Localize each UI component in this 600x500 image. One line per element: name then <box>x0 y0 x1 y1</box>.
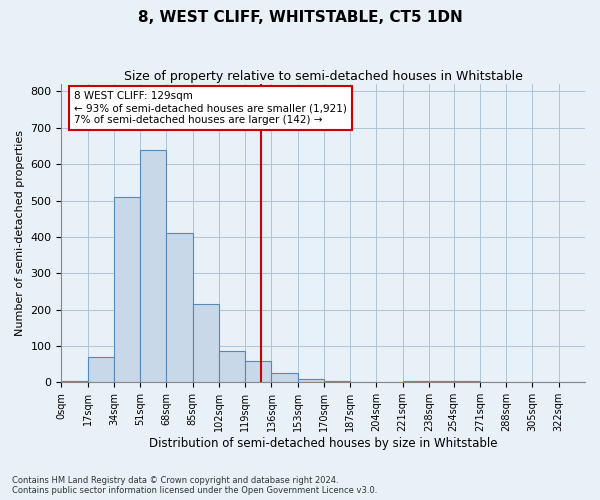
Bar <box>61 380 88 382</box>
Bar <box>403 380 429 382</box>
Bar <box>245 360 271 382</box>
Bar <box>88 357 114 382</box>
Y-axis label: Number of semi-detached properties: Number of semi-detached properties <box>15 130 25 336</box>
Bar <box>454 380 480 382</box>
Text: 8, WEST CLIFF, WHITSTABLE, CT5 1DN: 8, WEST CLIFF, WHITSTABLE, CT5 1DN <box>137 10 463 25</box>
Text: 8 WEST CLIFF: 129sqm
← 93% of semi-detached houses are smaller (1,921)
7% of sem: 8 WEST CLIFF: 129sqm ← 93% of semi-detac… <box>74 92 347 124</box>
Bar <box>114 197 140 382</box>
Bar <box>193 304 219 382</box>
Bar <box>140 150 166 382</box>
Bar <box>324 380 350 382</box>
Title: Size of property relative to semi-detached houses in Whitstable: Size of property relative to semi-detach… <box>124 70 523 83</box>
Bar <box>271 374 298 382</box>
Bar <box>219 352 245 382</box>
Text: Contains HM Land Registry data © Crown copyright and database right 2024.
Contai: Contains HM Land Registry data © Crown c… <box>12 476 377 495</box>
Bar <box>166 234 193 382</box>
Bar <box>298 378 324 382</box>
Bar <box>429 380 455 382</box>
X-axis label: Distribution of semi-detached houses by size in Whitstable: Distribution of semi-detached houses by … <box>149 437 497 450</box>
